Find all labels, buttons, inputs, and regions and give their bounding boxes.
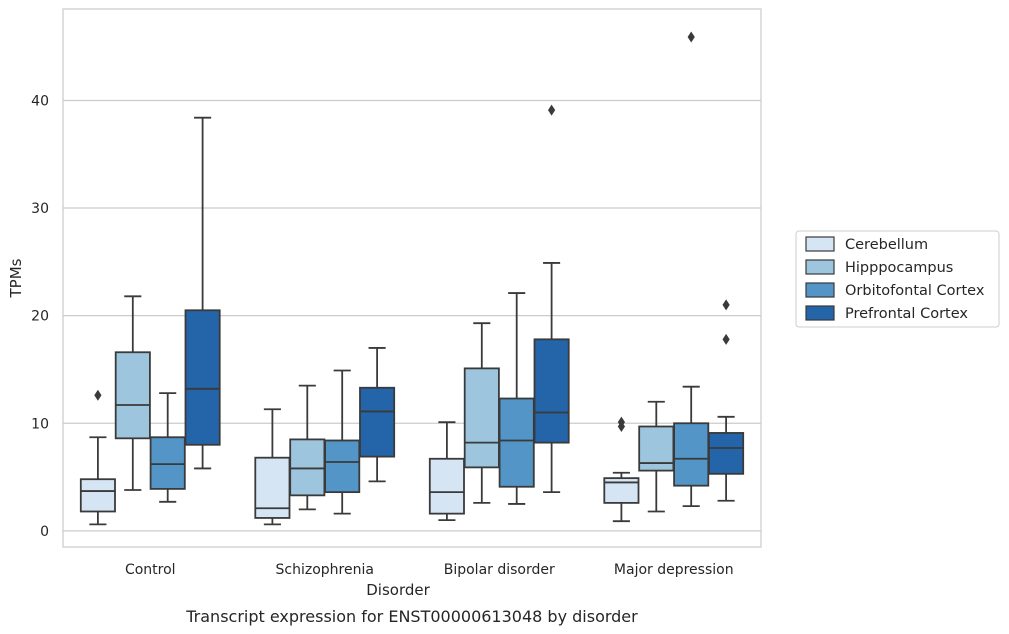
box-2-1 (114, 295, 151, 491)
x-tick-label: Control (125, 562, 176, 578)
y-tick-labels: 0 10 20 30 40 (31, 93, 49, 539)
outlier-point (617, 416, 625, 428)
x-tick-label: Bipolar disorder (444, 562, 555, 578)
box-1-2 (254, 408, 291, 526)
plot-area-frame (62, 8, 762, 548)
outlier-point (722, 299, 730, 311)
box-iqr (533, 338, 570, 444)
box-iqr (673, 422, 710, 487)
y-tick-label: 20 (31, 309, 49, 325)
legend: Cerebellum Hipppocampus Orbitofontal Corte… (795, 230, 1000, 328)
box-4-1 (184, 116, 221, 470)
x-tick-label: Major depression (614, 562, 734, 578)
x-axis-label: Disorder (366, 581, 430, 599)
box-3-4 (673, 31, 710, 508)
y-tick-label: 40 (31, 93, 49, 109)
box-1-3 (428, 421, 465, 521)
y-tick-label: 30 (31, 201, 49, 217)
box-2-2 (289, 384, 326, 511)
gridlines (63, 99, 761, 532)
box-iqr (184, 309, 221, 446)
box-2-4 (638, 400, 675, 513)
outlier-point (687, 31, 695, 43)
box-4-2 (359, 347, 396, 483)
box-iqr (708, 432, 745, 475)
legend-label: Prefrontal Cortex (845, 306, 968, 322)
legend-swatch (805, 305, 835, 321)
x-tick-labels: Control Schizophrenia Bipolar disorder Majo… (125, 562, 734, 578)
legend-swatch (805, 236, 835, 252)
box-iqr (149, 436, 186, 490)
box-iqr (359, 386, 396, 458)
legend-item: Cerebellum (805, 236, 928, 253)
x-tick-label: Schizophrenia (276, 562, 374, 578)
box-iqr (114, 351, 151, 440)
legend-item: Hipppocampus (805, 259, 953, 276)
box-iqr (289, 438, 326, 497)
outlier-point (722, 333, 730, 345)
legend-item: Prefrontal Cortex (805, 305, 968, 322)
legend-swatch (805, 282, 835, 298)
box-2-3 (463, 322, 500, 504)
box-iqr (463, 367, 500, 469)
legend-item: Orbitofontal Cortex (805, 282, 985, 299)
boxes (79, 31, 745, 526)
box-iqr (79, 478, 116, 513)
legend-label: Hipppocampus (845, 260, 953, 276)
legend-label: Orbitofontal Cortex (845, 283, 985, 299)
box-4-4 (708, 299, 745, 502)
legend-frame (795, 230, 1000, 328)
outlier-point (94, 389, 102, 401)
outlier-point (548, 104, 556, 116)
legend-swatch (805, 259, 835, 275)
box-iqr (638, 425, 675, 472)
box-3-3 (498, 292, 535, 505)
box-1-4 (603, 416, 640, 523)
box-3-1 (149, 392, 186, 503)
y-axis-label: TPMs (7, 258, 25, 298)
y-tick-label: 10 (31, 416, 49, 432)
box-iqr (428, 457, 465, 515)
chart-caption: Transcript expression for ENST0000061304… (185, 607, 638, 626)
y-tick-label: 0 (40, 524, 49, 540)
legend-label: Cerebellum (845, 237, 928, 253)
box-4-3 (533, 104, 570, 494)
box-1-1 (79, 389, 116, 526)
box-iqr (498, 397, 535, 488)
box-iqr (324, 439, 361, 494)
box-3-2 (324, 369, 361, 515)
